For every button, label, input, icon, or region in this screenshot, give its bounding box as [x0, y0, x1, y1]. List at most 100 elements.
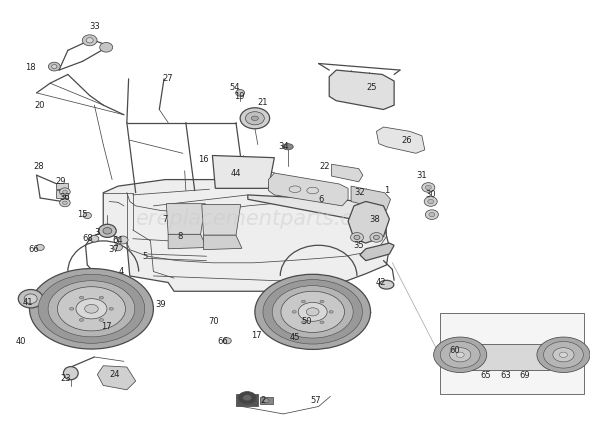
- Polygon shape: [376, 127, 425, 153]
- Ellipse shape: [240, 108, 270, 129]
- Ellipse shape: [320, 300, 324, 303]
- Text: 22: 22: [319, 162, 330, 171]
- Text: 19: 19: [234, 92, 244, 101]
- Ellipse shape: [306, 308, 319, 316]
- Ellipse shape: [292, 311, 296, 313]
- Ellipse shape: [543, 342, 584, 368]
- Ellipse shape: [18, 290, 43, 308]
- Ellipse shape: [48, 62, 60, 71]
- Ellipse shape: [70, 307, 74, 310]
- Text: 5: 5: [142, 252, 147, 261]
- Polygon shape: [332, 164, 363, 182]
- Polygon shape: [166, 204, 205, 234]
- Text: 18: 18: [25, 64, 36, 72]
- Text: 7: 7: [162, 215, 168, 223]
- Ellipse shape: [82, 35, 97, 46]
- Text: 26: 26: [402, 136, 412, 145]
- Text: 31: 31: [417, 171, 427, 180]
- Text: 45: 45: [290, 333, 300, 342]
- Ellipse shape: [559, 352, 568, 357]
- Ellipse shape: [90, 235, 99, 242]
- Ellipse shape: [429, 212, 435, 217]
- Ellipse shape: [99, 224, 116, 237]
- Bar: [56, 190, 68, 198]
- Text: 66: 66: [217, 337, 228, 346]
- Polygon shape: [248, 195, 386, 223]
- Polygon shape: [103, 180, 389, 291]
- Bar: [440, 313, 584, 394]
- Ellipse shape: [370, 233, 383, 242]
- Polygon shape: [168, 234, 206, 249]
- Ellipse shape: [103, 228, 112, 234]
- Ellipse shape: [379, 280, 394, 289]
- Bar: [56, 183, 68, 189]
- Ellipse shape: [86, 38, 93, 43]
- Text: 17: 17: [101, 322, 112, 331]
- Ellipse shape: [553, 348, 574, 362]
- Ellipse shape: [117, 236, 128, 244]
- Ellipse shape: [251, 116, 258, 120]
- Polygon shape: [204, 235, 242, 250]
- Polygon shape: [97, 366, 136, 390]
- Ellipse shape: [301, 300, 306, 303]
- Ellipse shape: [80, 318, 84, 321]
- Text: 50: 50: [301, 318, 312, 326]
- Text: 3: 3: [94, 228, 100, 237]
- Text: 34: 34: [278, 142, 289, 151]
- Text: 4: 4: [119, 267, 123, 276]
- Ellipse shape: [272, 286, 353, 338]
- Ellipse shape: [354, 235, 360, 240]
- Text: 60: 60: [449, 346, 460, 355]
- Ellipse shape: [243, 395, 252, 401]
- Text: 33: 33: [89, 22, 100, 31]
- Ellipse shape: [422, 183, 435, 192]
- Ellipse shape: [329, 311, 333, 313]
- Text: 2: 2: [260, 396, 265, 405]
- Ellipse shape: [60, 199, 70, 207]
- Ellipse shape: [60, 188, 70, 196]
- Ellipse shape: [48, 281, 135, 337]
- Ellipse shape: [425, 185, 431, 190]
- Polygon shape: [268, 173, 348, 206]
- Text: 63: 63: [500, 371, 511, 380]
- Polygon shape: [212, 155, 274, 188]
- Text: 16: 16: [198, 155, 209, 164]
- Text: 1: 1: [384, 186, 389, 195]
- Polygon shape: [351, 186, 391, 210]
- Ellipse shape: [255, 274, 371, 350]
- Text: 36: 36: [60, 193, 70, 201]
- Ellipse shape: [440, 342, 480, 368]
- Ellipse shape: [434, 337, 487, 372]
- Ellipse shape: [30, 268, 153, 349]
- Text: 70: 70: [208, 318, 219, 326]
- Text: 21: 21: [257, 99, 268, 107]
- Ellipse shape: [76, 299, 107, 319]
- Text: 6: 6: [319, 195, 324, 204]
- Text: 69: 69: [520, 371, 530, 380]
- Text: 27: 27: [163, 74, 173, 83]
- Bar: [236, 394, 258, 406]
- Ellipse shape: [537, 337, 590, 372]
- Ellipse shape: [52, 65, 57, 69]
- Polygon shape: [329, 70, 394, 110]
- Ellipse shape: [99, 296, 103, 299]
- Text: 38: 38: [369, 215, 380, 223]
- Ellipse shape: [283, 144, 293, 150]
- Text: 32: 32: [355, 188, 365, 197]
- Ellipse shape: [424, 197, 437, 206]
- Ellipse shape: [238, 392, 256, 404]
- Text: 41: 41: [23, 298, 34, 307]
- Polygon shape: [348, 201, 389, 243]
- Ellipse shape: [245, 112, 264, 125]
- Ellipse shape: [301, 321, 306, 324]
- Ellipse shape: [109, 307, 113, 310]
- Bar: [260, 397, 273, 404]
- Text: 29: 29: [55, 177, 66, 186]
- Text: 68: 68: [82, 234, 93, 243]
- Text: 40: 40: [15, 337, 26, 346]
- Text: 37: 37: [108, 245, 119, 254]
- Bar: [472, 344, 549, 370]
- Ellipse shape: [425, 210, 438, 219]
- Ellipse shape: [64, 367, 78, 380]
- Ellipse shape: [99, 318, 103, 321]
